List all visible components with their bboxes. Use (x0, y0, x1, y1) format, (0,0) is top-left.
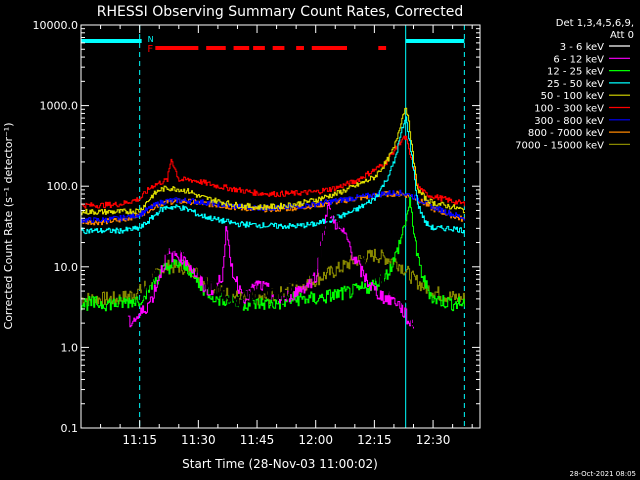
series-line-6 (81, 135, 465, 209)
legend-header-line-1: Det 1,3,4,5,6,9, (556, 18, 634, 29)
y-tick-label: 0.1 (61, 422, 79, 435)
flare-label: F (147, 44, 153, 55)
x-tick-label: 12:00 (298, 433, 333, 447)
footer-timestamp: 28-Oct-2021 08:05 (570, 470, 636, 478)
x-tick-label: 11:15 (122, 433, 157, 447)
y-tick-label: 10000.0 (33, 19, 79, 32)
legend-label: 800 - 7000 keV (528, 128, 604, 139)
y-tick-label: 1000.0 (40, 100, 79, 113)
x-tick-label: 12:30 (416, 433, 451, 447)
legend-label: 100 - 300 keV (534, 104, 604, 115)
x-tick-label: 11:30 (181, 433, 216, 447)
legend-header-line-2: Att 0 (610, 30, 634, 41)
legend-label: 50 - 100 keV (541, 91, 605, 102)
legend-label: 300 - 800 keV (534, 116, 604, 127)
legend-label: 12 - 25 keV (547, 67, 604, 78)
legend-label: 25 - 50 keV (547, 79, 604, 90)
legend-label: 7000 - 15000 keV (515, 140, 604, 151)
series-line-4 (81, 116, 465, 235)
legend-label: 6 - 12 keV (553, 54, 604, 65)
chart-title: RHESSI Observing Summary Count Rates, Co… (97, 4, 463, 20)
x-axis-label: Start Time (28-Nov-03 11:00:02) (182, 457, 378, 471)
legend-label: 3 - 6 keV (560, 42, 604, 53)
night-label: N (148, 35, 154, 44)
y-axis-label: Corrected Count Rate (s⁻¹ detector⁻¹) (2, 123, 15, 330)
x-tick-label: 11:45 (240, 433, 275, 447)
series-line-3 (81, 196, 465, 312)
y-tick-label: 10.0 (54, 261, 79, 274)
series-line-7 (81, 189, 465, 224)
y-tick-label: 100.0 (47, 180, 79, 193)
series-line-1 (139, 208, 423, 355)
plot-frame (80, 24, 481, 429)
x-tick-label: 12:15 (357, 433, 392, 447)
y-tick-label: 1.0 (61, 341, 79, 354)
series-line-5 (81, 107, 465, 216)
